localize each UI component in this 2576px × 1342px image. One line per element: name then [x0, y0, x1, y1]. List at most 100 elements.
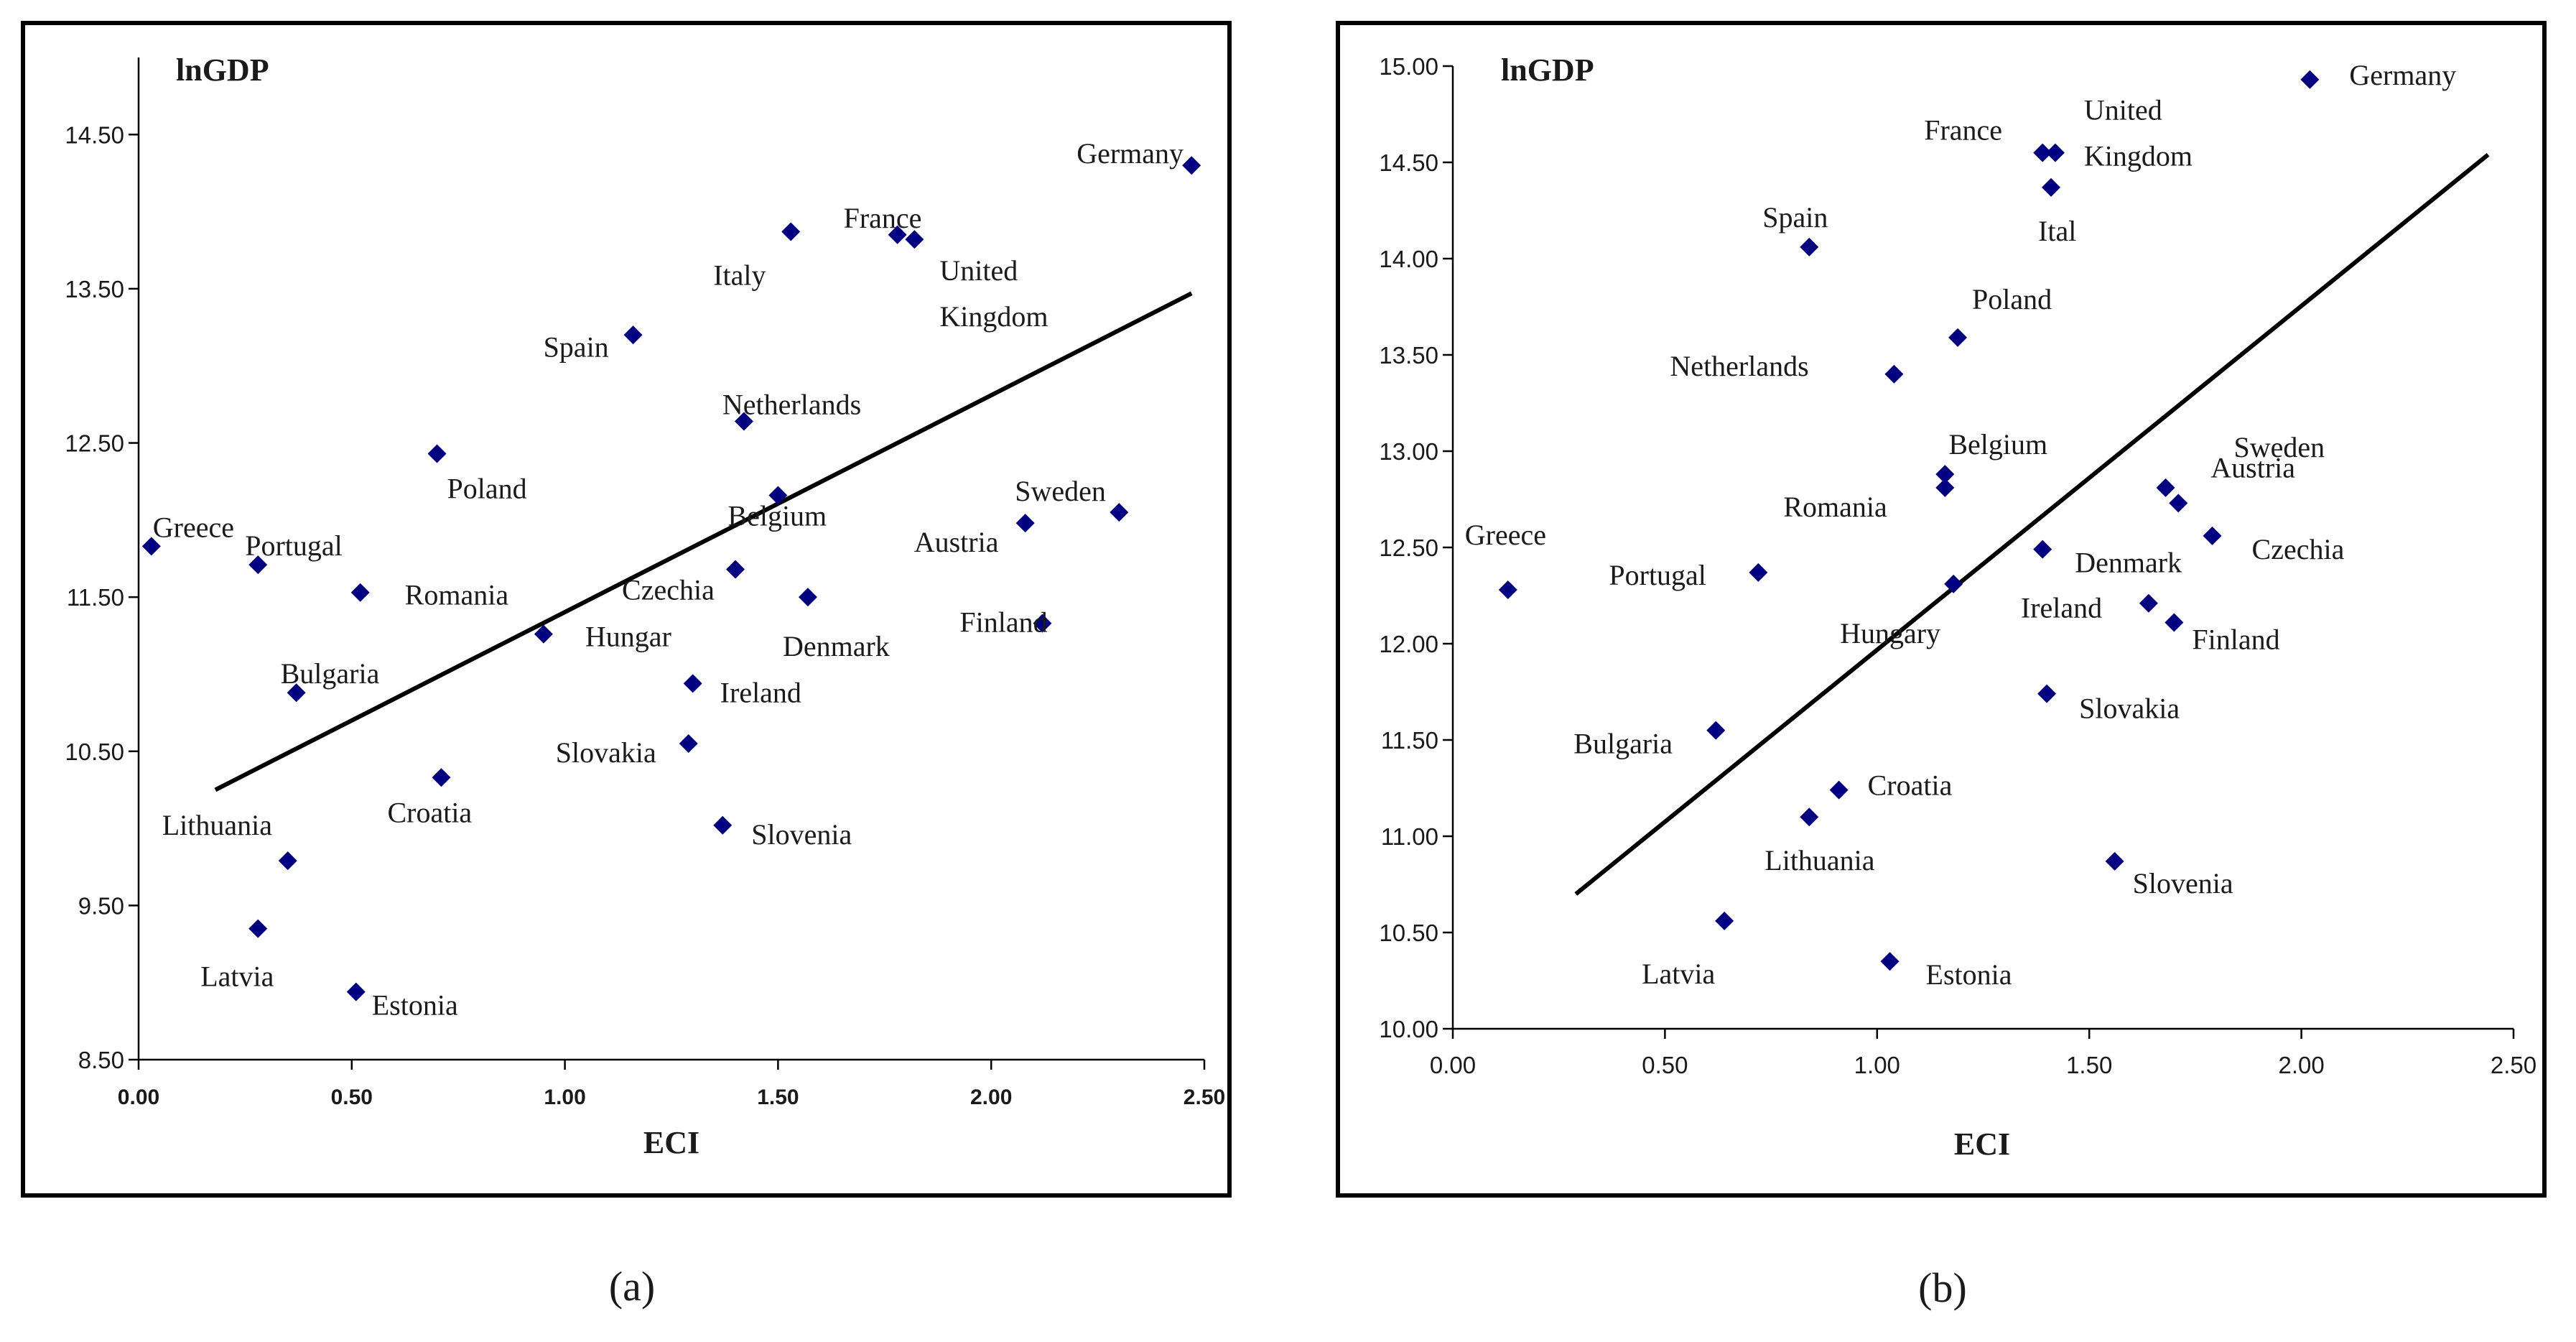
x-tick-label: 2.00	[2278, 1052, 2324, 1078]
label-italy: Italy	[713, 259, 766, 292]
label-united-kingdom: United Kingdom	[939, 254, 1048, 333]
point-belgium	[768, 486, 788, 505]
point-slovakia	[2037, 684, 2057, 703]
label-croatia: Croatia	[387, 796, 472, 828]
label-ital: Ital	[2038, 215, 2076, 247]
scatter-chart-b: 10.00 10.50 11.00 11.50 12.00 12.50 13.00 13.50…	[1336, 21, 2547, 1311]
label-greece: Greece	[1465, 519, 1546, 551]
y-tick-label: 8.50	[78, 1047, 124, 1073]
point-czechia	[2203, 526, 2222, 545]
y-tick-label: 10.50	[1379, 920, 1438, 946]
y-tick-label: 13.00	[1379, 438, 1438, 465]
label-austria: Austria	[2210, 451, 2295, 483]
point-ireland	[2139, 593, 2158, 613]
y-tick-label: 14.50	[1379, 149, 1438, 176]
panel-b: 10.00 10.50 11.00 11.50 12.00 12.50 13.00 13.50…	[1275, 0, 2576, 1342]
point-slovenia	[2105, 851, 2124, 871]
label-estonia: Estonia	[1926, 958, 2012, 991]
panel-caption: (b)	[1918, 1264, 1967, 1311]
label-portugal: Portugal	[1609, 559, 1706, 591]
label-slovenia: Slovenia	[751, 818, 852, 851]
label-portugal: Portugal	[245, 529, 343, 562]
y-tick-label: 11.50	[1381, 727, 1438, 754]
label-france: France	[844, 202, 922, 234]
point-bulgaria	[1706, 721, 1726, 740]
panel-caption: (a)	[609, 1263, 655, 1310]
label-denmark: Denmark	[783, 630, 890, 662]
point-france	[2033, 143, 2052, 162]
label-spain: Spain	[1762, 201, 1828, 233]
label-estonia: Estonia	[372, 989, 458, 1022]
trendline	[1574, 152, 2490, 896]
point-czechia	[726, 560, 745, 579]
y-tick-label: 9.50	[78, 892, 124, 919]
panel-a: 8.50 9.50 10.50 11.50 12.50 13.50 14.50 0.00 0.5…	[0, 0, 1275, 1342]
point-portugal	[1749, 563, 1768, 582]
label-lithuania: Lithuania	[1764, 844, 1875, 876]
x-tick-label: 0.50	[331, 1086, 373, 1109]
label-germany: Germany	[1077, 137, 1184, 170]
point-italy	[781, 222, 801, 241]
point-ireland	[683, 674, 702, 693]
x-axis-title: ECI	[1954, 1126, 2010, 1162]
y-tick-label: 12.00	[1379, 631, 1438, 657]
scatter-chart-a: 8.50 9.50 10.50 11.50 12.50 13.50 14.50 0.00 0.5…	[21, 21, 1232, 1310]
point-netherlands	[1884, 364, 1904, 384]
label-united-kingdom: United Kingdom	[2084, 94, 2193, 172]
x-tick-label: 2.50	[1184, 1086, 1225, 1109]
x-tick-label: 1.00	[1854, 1052, 1900, 1078]
point-estonia	[346, 982, 366, 1001]
point-united-kingdom	[2045, 143, 2065, 162]
point-france	[888, 225, 907, 244]
point-germany	[1182, 156, 1201, 175]
y-tick-label: 13.50	[1379, 342, 1438, 369]
label-france: France	[1924, 114, 2002, 147]
label-czechia: Czechia	[2252, 533, 2345, 565]
label-romania: Romania	[1783, 491, 1887, 523]
label-slovenia: Slovenia	[2133, 867, 2233, 899]
point-austria	[2169, 494, 2188, 513]
label-austria: Austria	[914, 526, 999, 558]
point-latvia	[1715, 911, 1734, 930]
label-netherlands: Netherlands	[1670, 350, 1808, 382]
label-bulgaria: Bulgaria	[281, 657, 380, 690]
label-sweden: Sweden	[2234, 431, 2325, 463]
point-denmark	[2033, 540, 2052, 559]
x-tick-label: 0.00	[118, 1086, 159, 1109]
point-greece	[141, 537, 161, 556]
y-tick-label: 12.50	[1379, 535, 1438, 561]
y-tick-label: 12.50	[65, 430, 124, 457]
x-tick-label: 2.00	[970, 1086, 1012, 1109]
point-finland	[1033, 614, 1052, 633]
x-tick-label: 1.00	[544, 1086, 585, 1109]
label-germany: Germany	[2349, 59, 2456, 91]
y-tick-label: 11.50	[67, 584, 124, 611]
y-tick-label: 11.00	[1381, 823, 1438, 850]
point-belgium	[1935, 465, 1955, 484]
point-bulgaria	[287, 683, 306, 703]
x-tick-label: 2.50	[2491, 1052, 2537, 1078]
point-romania	[350, 583, 370, 602]
y-tick-label: 15.00	[1379, 53, 1438, 80]
point-croatia	[1829, 780, 1849, 800]
label-greece: Greece	[153, 511, 234, 543]
x-axis-title: ECI	[643, 1125, 699, 1160]
point-netherlands	[734, 412, 753, 431]
label-czechia: Czechia	[622, 574, 715, 606]
point-hungary	[1944, 574, 1963, 593]
x-tick-label: 1.50	[2066, 1052, 2112, 1078]
label-ireland: Ireland	[720, 676, 801, 708]
label-hungary: Hungary	[1840, 617, 1940, 649]
label-bulgaria: Bulgaria	[1573, 728, 1673, 760]
point-slovakia	[679, 734, 698, 754]
point-estonia	[1880, 952, 1900, 971]
point-hungar	[534, 624, 553, 644]
x-tick-label: 1.50	[757, 1086, 799, 1109]
point-romania	[1935, 478, 1955, 497]
point-poland	[427, 444, 447, 463]
trendline	[214, 291, 1193, 792]
label-finland: Finland	[959, 606, 1047, 639]
point-spain	[623, 325, 643, 345]
label-finland: Finland	[2192, 624, 2279, 656]
label-slovakia: Slovakia	[2079, 693, 2180, 725]
